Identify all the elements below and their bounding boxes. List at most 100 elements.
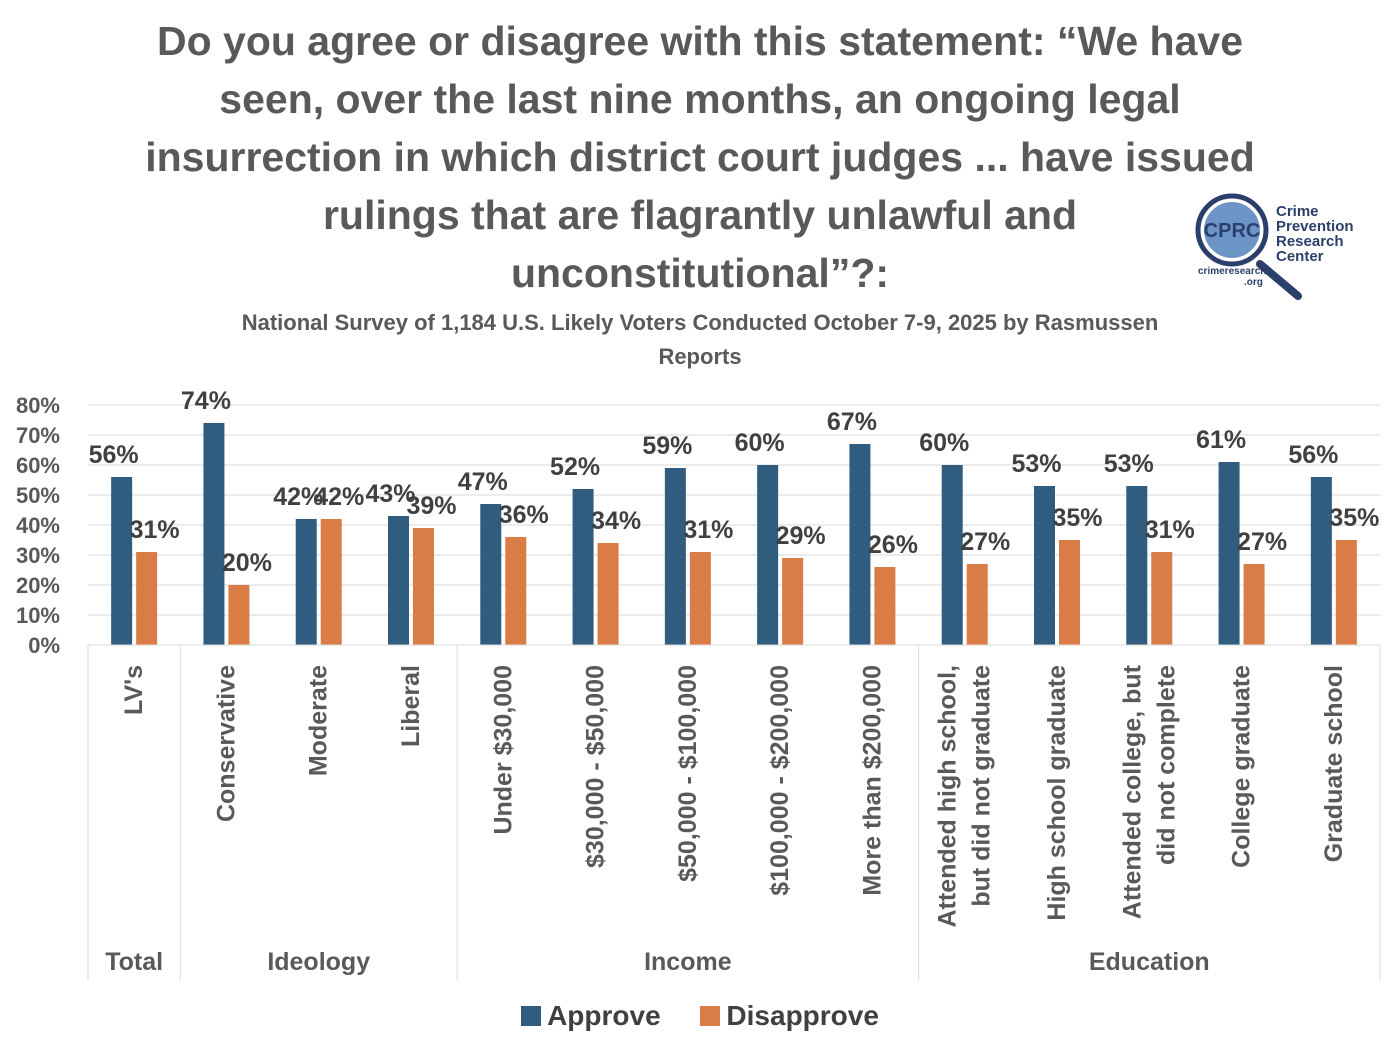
y-tick-label: 60% (16, 453, 60, 478)
logo-url-line-1: crimeresearch (1198, 266, 1267, 277)
logo-name-line-1: Crime (1276, 203, 1319, 220)
bar-approve-14 (1310, 477, 1332, 645)
logo-url-line-2: .org (1244, 277, 1263, 288)
cprc-logo: CPRC (1190, 192, 1365, 302)
category-label: Attended high school, (934, 665, 962, 928)
bar-disapprove-3 (320, 519, 342, 645)
logo-abbr: CPRC (1204, 220, 1261, 242)
data-label-approve-2: 74% (181, 387, 231, 415)
category-label: $50,000 - $100,000 (674, 665, 702, 882)
data-label-disapprove-4: 39% (406, 492, 456, 520)
bar-approve-6 (572, 489, 594, 645)
chart-title-line-5: unconstitutional”?: (510, 250, 890, 296)
data-label-approve-1: 56% (89, 441, 139, 469)
data-label-disapprove-7: 31% (683, 516, 733, 544)
bar-chart: 0% 10% 20% 30% 40% 50% 60% 70% 80% 56% 31% 74% 20% 42… (16, 387, 1381, 980)
chart-legend: Approve Disapprove (0, 1000, 1400, 1033)
bar-disapprove-12 (1151, 552, 1173, 645)
bar-disapprove-4 (413, 528, 434, 645)
bar-approve-10 (941, 465, 963, 645)
y-tick-label: 40% (16, 513, 60, 538)
category-label: High school graduate (1043, 665, 1071, 921)
data-label-disapprove-5: 36% (499, 501, 549, 529)
y-tick-label: 0% (28, 633, 60, 658)
data-label-approve-9: 67% (827, 408, 877, 436)
chart-title-line-4: rulings that are flagrantly unlawful and (322, 192, 1078, 238)
category-label: Moderate (305, 665, 333, 776)
group-label: Education (1089, 948, 1210, 976)
y-tick-label: 50% (16, 483, 60, 508)
bar-disapprove-9 (874, 567, 896, 645)
data-label-disapprove-12: 31% (1145, 516, 1195, 544)
bar-disapprove-7 (689, 552, 711, 645)
bar-approve-11 (1034, 486, 1055, 645)
data-label-approve-12: 53% (1104, 450, 1154, 478)
data-label-approve-8: 60% (735, 429, 785, 457)
legend-swatch-disapprove (700, 1006, 721, 1026)
data-label-disapprove-8: 29% (776, 522, 826, 550)
y-tick-label: 80% (16, 393, 60, 418)
bar-disapprove-13 (1243, 564, 1265, 645)
magnifier-logo-icon: CPRC (1195, 193, 1302, 300)
y-tick-label: 30% (16, 543, 60, 568)
data-label-disapprove-13: 27% (1237, 528, 1287, 556)
bar-approve-7 (664, 468, 686, 645)
data-label-disapprove-14: 35% (1329, 504, 1379, 532)
y-tick-label: 20% (16, 573, 60, 598)
category-label: College graduate (1228, 665, 1256, 868)
bar-approve-12 (1126, 486, 1148, 645)
bar-disapprove-11 (1059, 540, 1080, 645)
bar-approve-1 (111, 477, 133, 645)
bar-disapprove-14 (1335, 540, 1357, 645)
category-label: Conservative (212, 665, 240, 822)
data-label-disapprove-9: 26% (868, 531, 918, 559)
bar-disapprove-5 (505, 537, 527, 645)
category-label: $30,000 - $50,000 (582, 665, 610, 868)
data-label-disapprove-6: 34% (591, 507, 641, 535)
category-label: Attended college, but (1118, 664, 1146, 919)
data-label-approve-7: 59% (642, 432, 692, 460)
data-label-approve-3: 42% (273, 483, 323, 511)
y-tick-label: 10% (16, 603, 60, 628)
data-label-approve-14: 56% (1288, 441, 1338, 469)
bar-approve-8 (757, 465, 779, 645)
chart-subtitle-line-1: National Survey of 1,184 U.S. Likely Vot… (241, 310, 1159, 335)
category-label: but did not graduate (968, 665, 996, 907)
group-label: Total (105, 948, 163, 976)
category-label: $100,000 - $200,000 (766, 665, 794, 896)
group-label: Income (644, 948, 732, 976)
data-label-approve-11: 53% (1011, 450, 1061, 478)
category-label: Under $30,000 (489, 665, 517, 835)
legend-label-disapprove: Disapprove (726, 1000, 879, 1031)
bar-disapprove-2 (228, 585, 250, 645)
data-label-approve-6: 52% (550, 453, 600, 481)
data-label-disapprove-2: 20% (222, 549, 272, 577)
bar-approve-4 (388, 516, 409, 645)
data-label-disapprove-3: 42% (314, 483, 364, 511)
data-label-approve-13: 61% (1196, 426, 1246, 454)
chart-subtitle-line-2: Reports (658, 344, 742, 369)
category-label: LV's (120, 665, 148, 715)
legend-item-disapprove: Disapprove (700, 1000, 879, 1032)
logo-name-line-3: Research (1276, 233, 1344, 250)
category-label: Liberal (397, 665, 425, 747)
chart-title-line-3: insurrection in which district court jud… (145, 134, 1255, 180)
legend-label-approve: Approve (547, 1000, 661, 1031)
bar-disapprove-10 (966, 564, 988, 645)
logo-name-line-2: Prevention (1276, 218, 1354, 235)
legend-item-approve: Approve (521, 1000, 661, 1032)
group-label: Ideology (267, 948, 370, 976)
data-label-approve-10: 60% (919, 429, 969, 457)
bar-approve-3 (295, 519, 317, 645)
bar-approve-9 (849, 444, 871, 645)
data-label-disapprove-10: 27% (960, 528, 1010, 556)
bar-approve-5 (480, 504, 502, 645)
data-label-approve-4: 43% (365, 480, 415, 508)
data-label-approve-5: 47% (458, 468, 508, 496)
bar-disapprove-6 (597, 543, 619, 645)
bar-disapprove-1 (136, 552, 158, 645)
y-tick-label: 70% (16, 423, 60, 448)
legend-swatch-approve (521, 1006, 542, 1026)
bar-approve-13 (1218, 462, 1240, 645)
chart-title-line-1: Do you agree or disagree with this state… (156, 18, 1244, 64)
